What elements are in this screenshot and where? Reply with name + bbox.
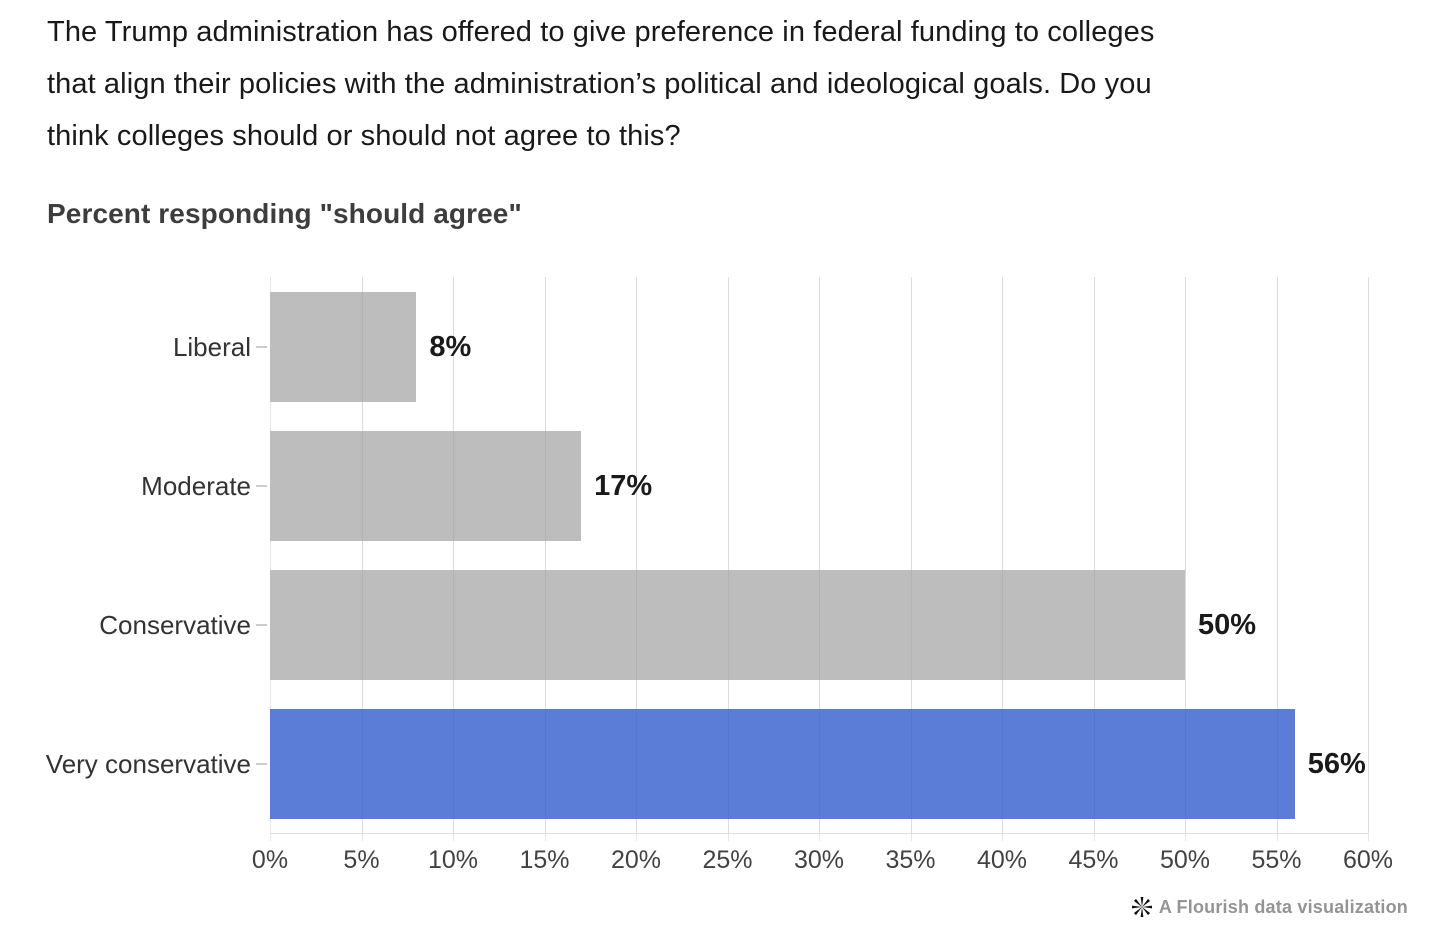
x-tick-label: 50% [1159, 846, 1211, 874]
gridline-overlay [1002, 277, 1003, 833]
y-tick-dash [256, 623, 267, 626]
bar-very-conservative [270, 708, 1295, 819]
value-label: 8% [429, 330, 472, 363]
chart-title: Percent responding "should agree" [47, 198, 522, 229]
gridline-overlay [1276, 277, 1278, 833]
gridline-overlay [1185, 277, 1186, 833]
gridline-overlay [819, 277, 820, 833]
y-tick-dash [256, 345, 267, 348]
gridline [1276, 277, 1278, 841]
gridline [361, 277, 363, 841]
gridline [453, 277, 454, 841]
x-tick-label: 60% [1342, 846, 1394, 874]
x-axis-line [270, 833, 1368, 834]
x-tick-label: 5% [343, 846, 380, 874]
bar-conservative [270, 569, 1185, 680]
credit-text: A Flourish data visualization [1158, 896, 1408, 917]
flourish-credit-link[interactable]: A Flourish data visualization [1131, 896, 1408, 918]
y-tick-dash [256, 484, 267, 487]
gridline [910, 277, 912, 841]
gridline-overlay [727, 277, 729, 833]
bar-moderate [270, 430, 582, 541]
gridline [270, 277, 271, 841]
value-label: 17% [594, 469, 653, 502]
gridline-overlay [910, 277, 912, 833]
gridline-overlay [1368, 277, 1369, 833]
gridline [727, 277, 729, 841]
x-tick-label: 55% [1251, 846, 1302, 874]
gridline-overlay [544, 277, 546, 833]
x-tick-label: 30% [793, 846, 845, 874]
category-label: Liberal [172, 331, 251, 362]
gridline [1002, 277, 1003, 841]
category-label: Very conservative [45, 748, 251, 779]
x-tick-label: 40% [976, 846, 1028, 874]
x-tick-label: 35% [885, 846, 936, 874]
survey-question-text: The Trump administration has offered to … [47, 6, 1412, 162]
x-tick-label: 0% [251, 846, 289, 874]
value-label: 50% [1198, 608, 1257, 641]
gridline [819, 277, 820, 841]
category-label: Conservative [99, 609, 251, 640]
x-tick-label: 10% [427, 846, 479, 874]
gridline [1368, 277, 1369, 841]
x-tick-label: 45% [1068, 846, 1119, 874]
gridline [636, 277, 637, 841]
gridline [1093, 277, 1095, 841]
y-tick-dash [256, 762, 267, 765]
question-line-2: that align their policies with the admin… [47, 68, 1152, 100]
x-tick-label: 25% [702, 846, 753, 874]
x-tick-label: 15% [519, 846, 570, 874]
gridline [1185, 277, 1186, 841]
gridline [544, 277, 546, 841]
gridline-overlay [361, 277, 363, 833]
gridline-overlay [636, 277, 637, 833]
x-tick-label: 20% [610, 846, 662, 874]
gridline-overlay [453, 277, 454, 833]
bar-liberal [270, 291, 417, 402]
question-line-1: The Trump administration has offered to … [47, 16, 1155, 48]
gridline-overlay [1093, 277, 1095, 833]
category-label: Moderate [141, 470, 251, 501]
value-label: 56% [1307, 747, 1366, 780]
question-line-3: think colleges should or should not agre… [47, 120, 681, 152]
flourish-asterisk-icon [1131, 897, 1152, 917]
